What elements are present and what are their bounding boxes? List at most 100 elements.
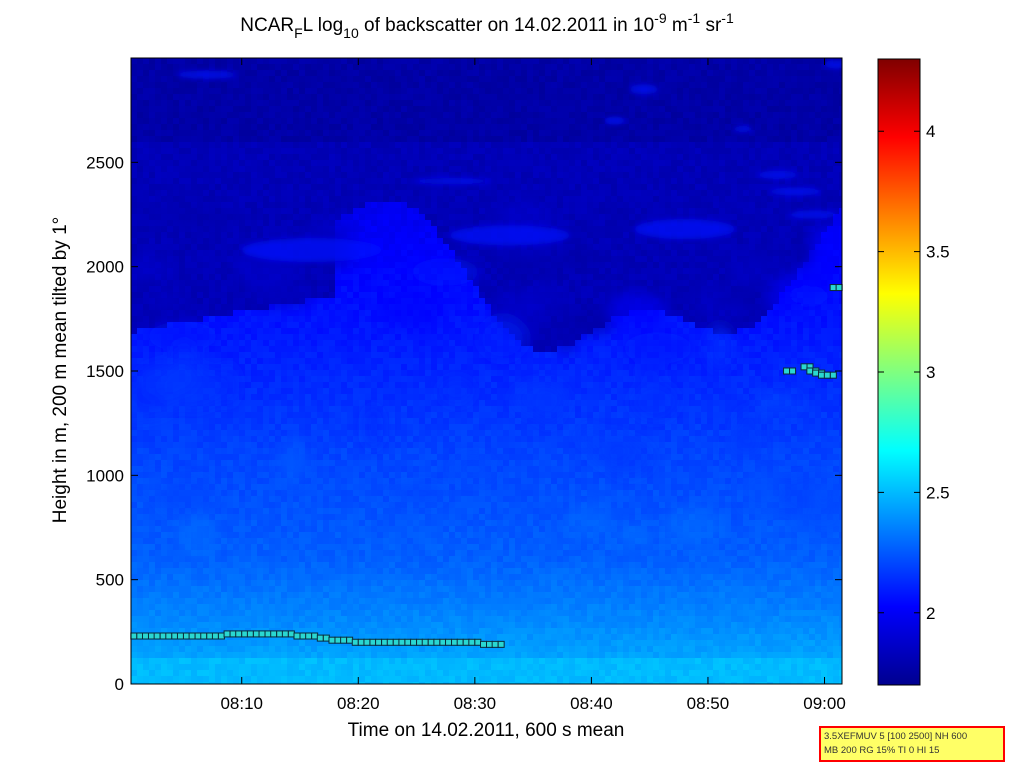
heatmap-cell [275,214,282,221]
heatmap-cell [221,544,228,551]
heatmap-cell [329,652,336,659]
heatmap-cell [407,676,414,683]
heatmap-cell [233,676,240,683]
heatmap-cell [371,658,378,665]
heatmap-cell [329,304,336,311]
heatmap-cell [383,670,390,677]
heatmap-cell [239,430,246,437]
heatmap-cell [311,628,318,635]
heatmap-cell [323,544,330,551]
heatmap-cell [389,400,396,407]
heatmap-cell [143,178,150,185]
heatmap-cell [413,148,420,155]
heatmap-cell [203,568,210,575]
heatmap-cell [401,130,408,137]
heatmap-cell [155,466,162,473]
heatmap-cell [305,376,312,383]
heatmap-cell [329,148,336,155]
heatmap-cell [407,328,414,335]
heatmap-cell [149,622,156,629]
heatmap-cell [299,160,306,167]
heatmap-cell [161,130,168,137]
heatmap-cell [185,652,192,659]
heatmap-cell [287,334,294,341]
heatmap-cell [359,592,366,599]
heatmap-cell [311,298,318,305]
heatmap-cell [191,286,198,293]
heatmap-cell [245,460,252,467]
heatmap-cell [269,76,276,83]
heatmap-cell [377,358,384,365]
heatmap-cell [341,502,348,509]
heatmap-cell [323,352,330,359]
heatmap-cell [365,472,372,479]
heatmap-cell [293,166,300,173]
heatmap-cell [191,148,198,155]
heatmap-cell [299,184,306,191]
heatmap-cell [209,682,216,684]
heatmap-cell [209,514,216,521]
heatmap-cell [377,346,384,353]
heatmap-cell [275,178,282,185]
heatmap-cell [233,460,240,467]
heatmap-cell [365,76,372,83]
heatmap-cell [245,412,252,419]
heatmap-cell [371,88,378,95]
heatmap-cell [203,82,210,89]
heatmap-cell [377,388,384,395]
heatmap-cell [245,334,252,341]
heatmap-cell [155,136,162,143]
heatmap-cell [191,430,198,437]
heatmap-cell [245,646,252,653]
heatmap-cell [221,148,228,155]
heatmap-cell [245,490,252,497]
heatmap-cell [389,58,396,65]
heatmap-cell [281,202,288,209]
heatmap-cell [371,466,378,473]
heatmap-cell [353,154,360,161]
heatmap-cell [203,292,210,299]
heatmap-cell [167,118,174,125]
heatmap-cell [317,670,324,677]
heatmap-cell [239,574,246,581]
heatmap-cell [203,466,210,473]
heatmap-cell [395,250,402,257]
heatmap-cell [293,76,300,83]
heatmap-cell [377,652,384,659]
heatmap-cell [173,160,180,167]
heatmap-cell [395,166,402,173]
heatmap-cell [299,346,306,353]
heatmap-cell [137,502,144,509]
heatmap-cell [245,178,252,185]
heatmap-cell [269,418,276,425]
heatmap-cell [143,352,150,359]
heatmap-cell [245,352,252,359]
heatmap-cell [131,244,138,251]
heatmap-cell [191,244,198,251]
heatmap-cell [263,364,270,371]
heatmap-cell [179,178,186,185]
heatmap-cell [281,94,288,101]
heatmap-cell [185,430,192,437]
heatmap-cell [281,154,288,161]
heatmap-cell [215,226,222,233]
heatmap-cell [371,358,378,365]
heatmap-cell [293,436,300,443]
heatmap-cell [317,370,324,377]
heatmap-cell [353,268,360,275]
heatmap-cell [353,328,360,335]
heatmap-cell [155,280,162,287]
heatmap-cell [335,388,342,395]
heatmap-cell [227,424,234,431]
heatmap-cell [221,178,228,185]
heatmap-cell [251,220,258,227]
heatmap-cell [239,448,246,455]
heatmap-cell [131,424,138,431]
heatmap-cell [191,94,198,101]
heatmap-cell [311,214,318,221]
heatmap-cell [251,496,258,503]
heatmap-cell [299,598,306,605]
heatmap-cell [185,130,192,137]
heatmap-cell [371,232,378,239]
heatmap-cell [155,322,162,329]
